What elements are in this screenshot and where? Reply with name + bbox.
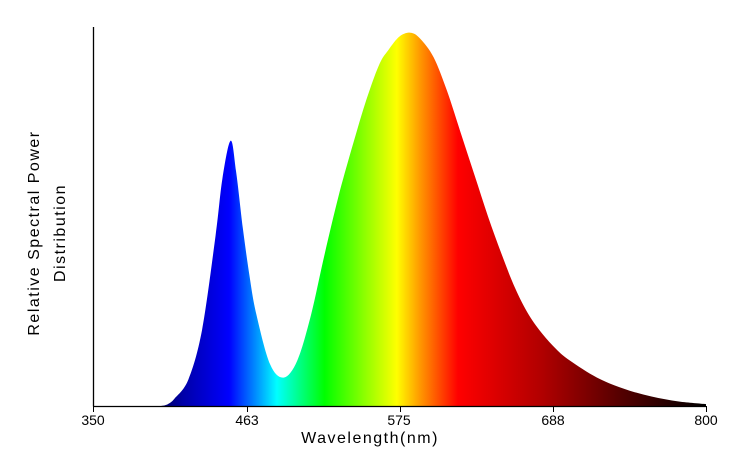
x-axis-ticks: [93, 406, 707, 412]
x-tick-label-463: 463: [235, 412, 259, 428]
x-tick-label-688: 688: [541, 412, 565, 428]
x-tick-label-350: 350: [81, 412, 105, 428]
y-axis-label-line1: Relative Spectral Power: [26, 130, 43, 336]
y-axis-label-line2: Distribution: [52, 183, 69, 283]
spectral-power-area: [161, 32, 707, 406]
x-axis-label: Wavelength(nm): [301, 430, 439, 447]
x-tick-label-575: 575: [387, 412, 411, 428]
x-tick-label-800: 800: [694, 412, 718, 428]
y-axis-label: Relative Spectral Power Distribution: [22, 130, 74, 335]
